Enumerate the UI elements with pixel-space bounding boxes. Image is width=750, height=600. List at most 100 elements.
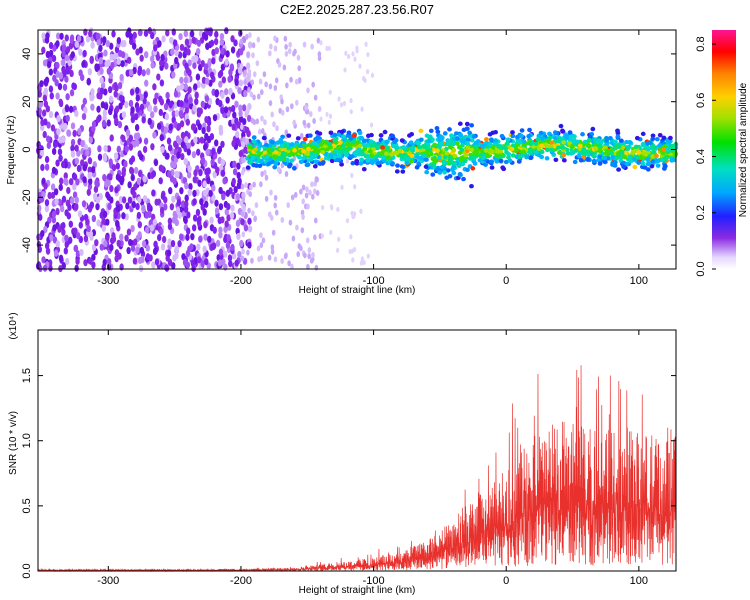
spectrogram-cell	[340, 143, 346, 148]
spectrogram-cell	[96, 38, 101, 46]
spectrogram-cell	[394, 169, 400, 174]
spectrogram-cell	[164, 264, 169, 272]
spectrogram-cell	[315, 190, 320, 197]
spectrogram-cell	[142, 195, 148, 203]
spectrogram-cell	[138, 29, 143, 37]
spectrogram-cell	[189, 243, 194, 251]
spectrogram-cell	[45, 247, 51, 255]
spectrogram-cell	[289, 76, 293, 83]
spectrogram-cell	[74, 109, 79, 118]
spectrogram-cell	[328, 113, 333, 119]
spectrogram-cell	[193, 136, 198, 144]
spectrogram-cell	[247, 241, 252, 249]
spectrogram-cell	[137, 68, 142, 76]
spectrogram-cell	[223, 235, 228, 244]
spectrogram-cell	[155, 53, 161, 62]
spectrogram-cell	[238, 29, 243, 37]
spectrogram-cell	[360, 106, 364, 112]
spectrogram-cell	[301, 149, 307, 154]
spectrogram-cell	[311, 144, 317, 150]
spectrogram-cell	[364, 41, 368, 47]
spectrogram-cell	[119, 233, 124, 241]
spectrogram-cell	[164, 113, 170, 121]
spectrogram-cell	[218, 203, 224, 211]
colorbar-tick-label: 0.4	[695, 149, 707, 164]
spectrogram-cell	[473, 144, 479, 149]
spectrogram-cell	[117, 81, 123, 90]
spectrogram-cell	[43, 182, 48, 190]
spectrogram-cell	[59, 32, 64, 40]
spectrogram-cell	[82, 97, 88, 105]
spectrogram-cell	[612, 160, 618, 165]
spectrogram-cell	[641, 151, 647, 156]
snr-y-multiplier: (x10⁴)	[8, 312, 19, 339]
spectrogram-cell	[274, 77, 279, 84]
spectrogram-cell	[102, 173, 107, 182]
spectrogram-cell	[381, 155, 387, 160]
spectrogram-cell	[214, 139, 219, 147]
spectrogram-cell	[39, 148, 45, 157]
spectrogram-cell	[251, 139, 257, 144]
spectrogram-cell	[609, 151, 614, 156]
spectrogram-cell	[292, 119, 297, 126]
spectrogram-cell	[297, 243, 302, 250]
spectrogram-cell	[159, 98, 165, 106]
spectrogram-cell	[262, 71, 267, 78]
spectrogram-cell	[226, 234, 231, 242]
spectrogram-cell	[223, 225, 228, 234]
spectrogram-cell	[95, 203, 100, 211]
spectrogram-cell	[669, 143, 675, 149]
spectrogram-cell	[480, 155, 486, 161]
spectrogram-cell	[317, 161, 323, 166]
spectrogram-cell	[238, 150, 244, 158]
spectrogram-cell	[348, 136, 354, 141]
spectrogram-cell	[224, 58, 229, 66]
spectrogram-cell	[498, 149, 504, 154]
spectrogram-cell	[49, 234, 54, 242]
spectrogram-cell	[198, 235, 203, 243]
spectrogram-cell	[59, 177, 64, 185]
spectrogram-cell	[97, 114, 102, 122]
spectrogram-cell	[455, 141, 460, 146]
spectrogram-y-label: Frequency (Hz)	[6, 116, 17, 185]
spectrogram-cell	[139, 54, 144, 62]
spectrogram-cell	[203, 143, 208, 151]
spectrogram-cell	[171, 110, 176, 118]
spectrogram-cell	[401, 145, 407, 150]
spectrogram-cell	[461, 127, 467, 133]
spectrogram-cell	[174, 245, 180, 253]
spectrogram-cell	[176, 85, 181, 93]
spectrogram-cell	[261, 237, 266, 244]
spectrogram-cell	[97, 153, 103, 161]
spectrogram-cell	[55, 207, 60, 216]
spectrogram-cell	[240, 218, 245, 226]
spectrogram-cell	[117, 121, 123, 129]
spectrogram-cell	[126, 56, 132, 64]
spectrogram-cell	[66, 186, 71, 195]
spectrogram-cell	[202, 189, 208, 197]
spectrogram-cell	[567, 130, 573, 135]
spectrogram-cell	[277, 61, 282, 68]
spectrogram-cell	[39, 80, 44, 88]
spectrogram-cell	[201, 126, 206, 135]
spectrogram-cell	[255, 60, 260, 67]
spectrogram-cell	[113, 90, 118, 98]
spectrogram-cell	[349, 234, 353, 240]
spectrogram-cell	[37, 90, 42, 98]
spectrogram-cell	[220, 140, 225, 148]
spectrogram-cell	[484, 137, 489, 142]
spectrogram-cell	[58, 254, 64, 262]
spectrogram-cell	[61, 44, 67, 52]
spectrogram-cell	[201, 76, 207, 84]
spectrogram-cell	[183, 158, 188, 166]
spectrogram-cell	[171, 262, 176, 270]
spectrogram-cell	[239, 63, 244, 70]
spectrogram-cell	[65, 67, 70, 75]
spectrogram-cell	[451, 148, 457, 153]
spectrogram-cell	[46, 121, 51, 129]
spectrogram-cell	[212, 226, 217, 234]
spectrogram-cell	[92, 192, 98, 201]
spectrogram-cell	[106, 59, 111, 67]
spectrogram-cell	[48, 85, 54, 93]
